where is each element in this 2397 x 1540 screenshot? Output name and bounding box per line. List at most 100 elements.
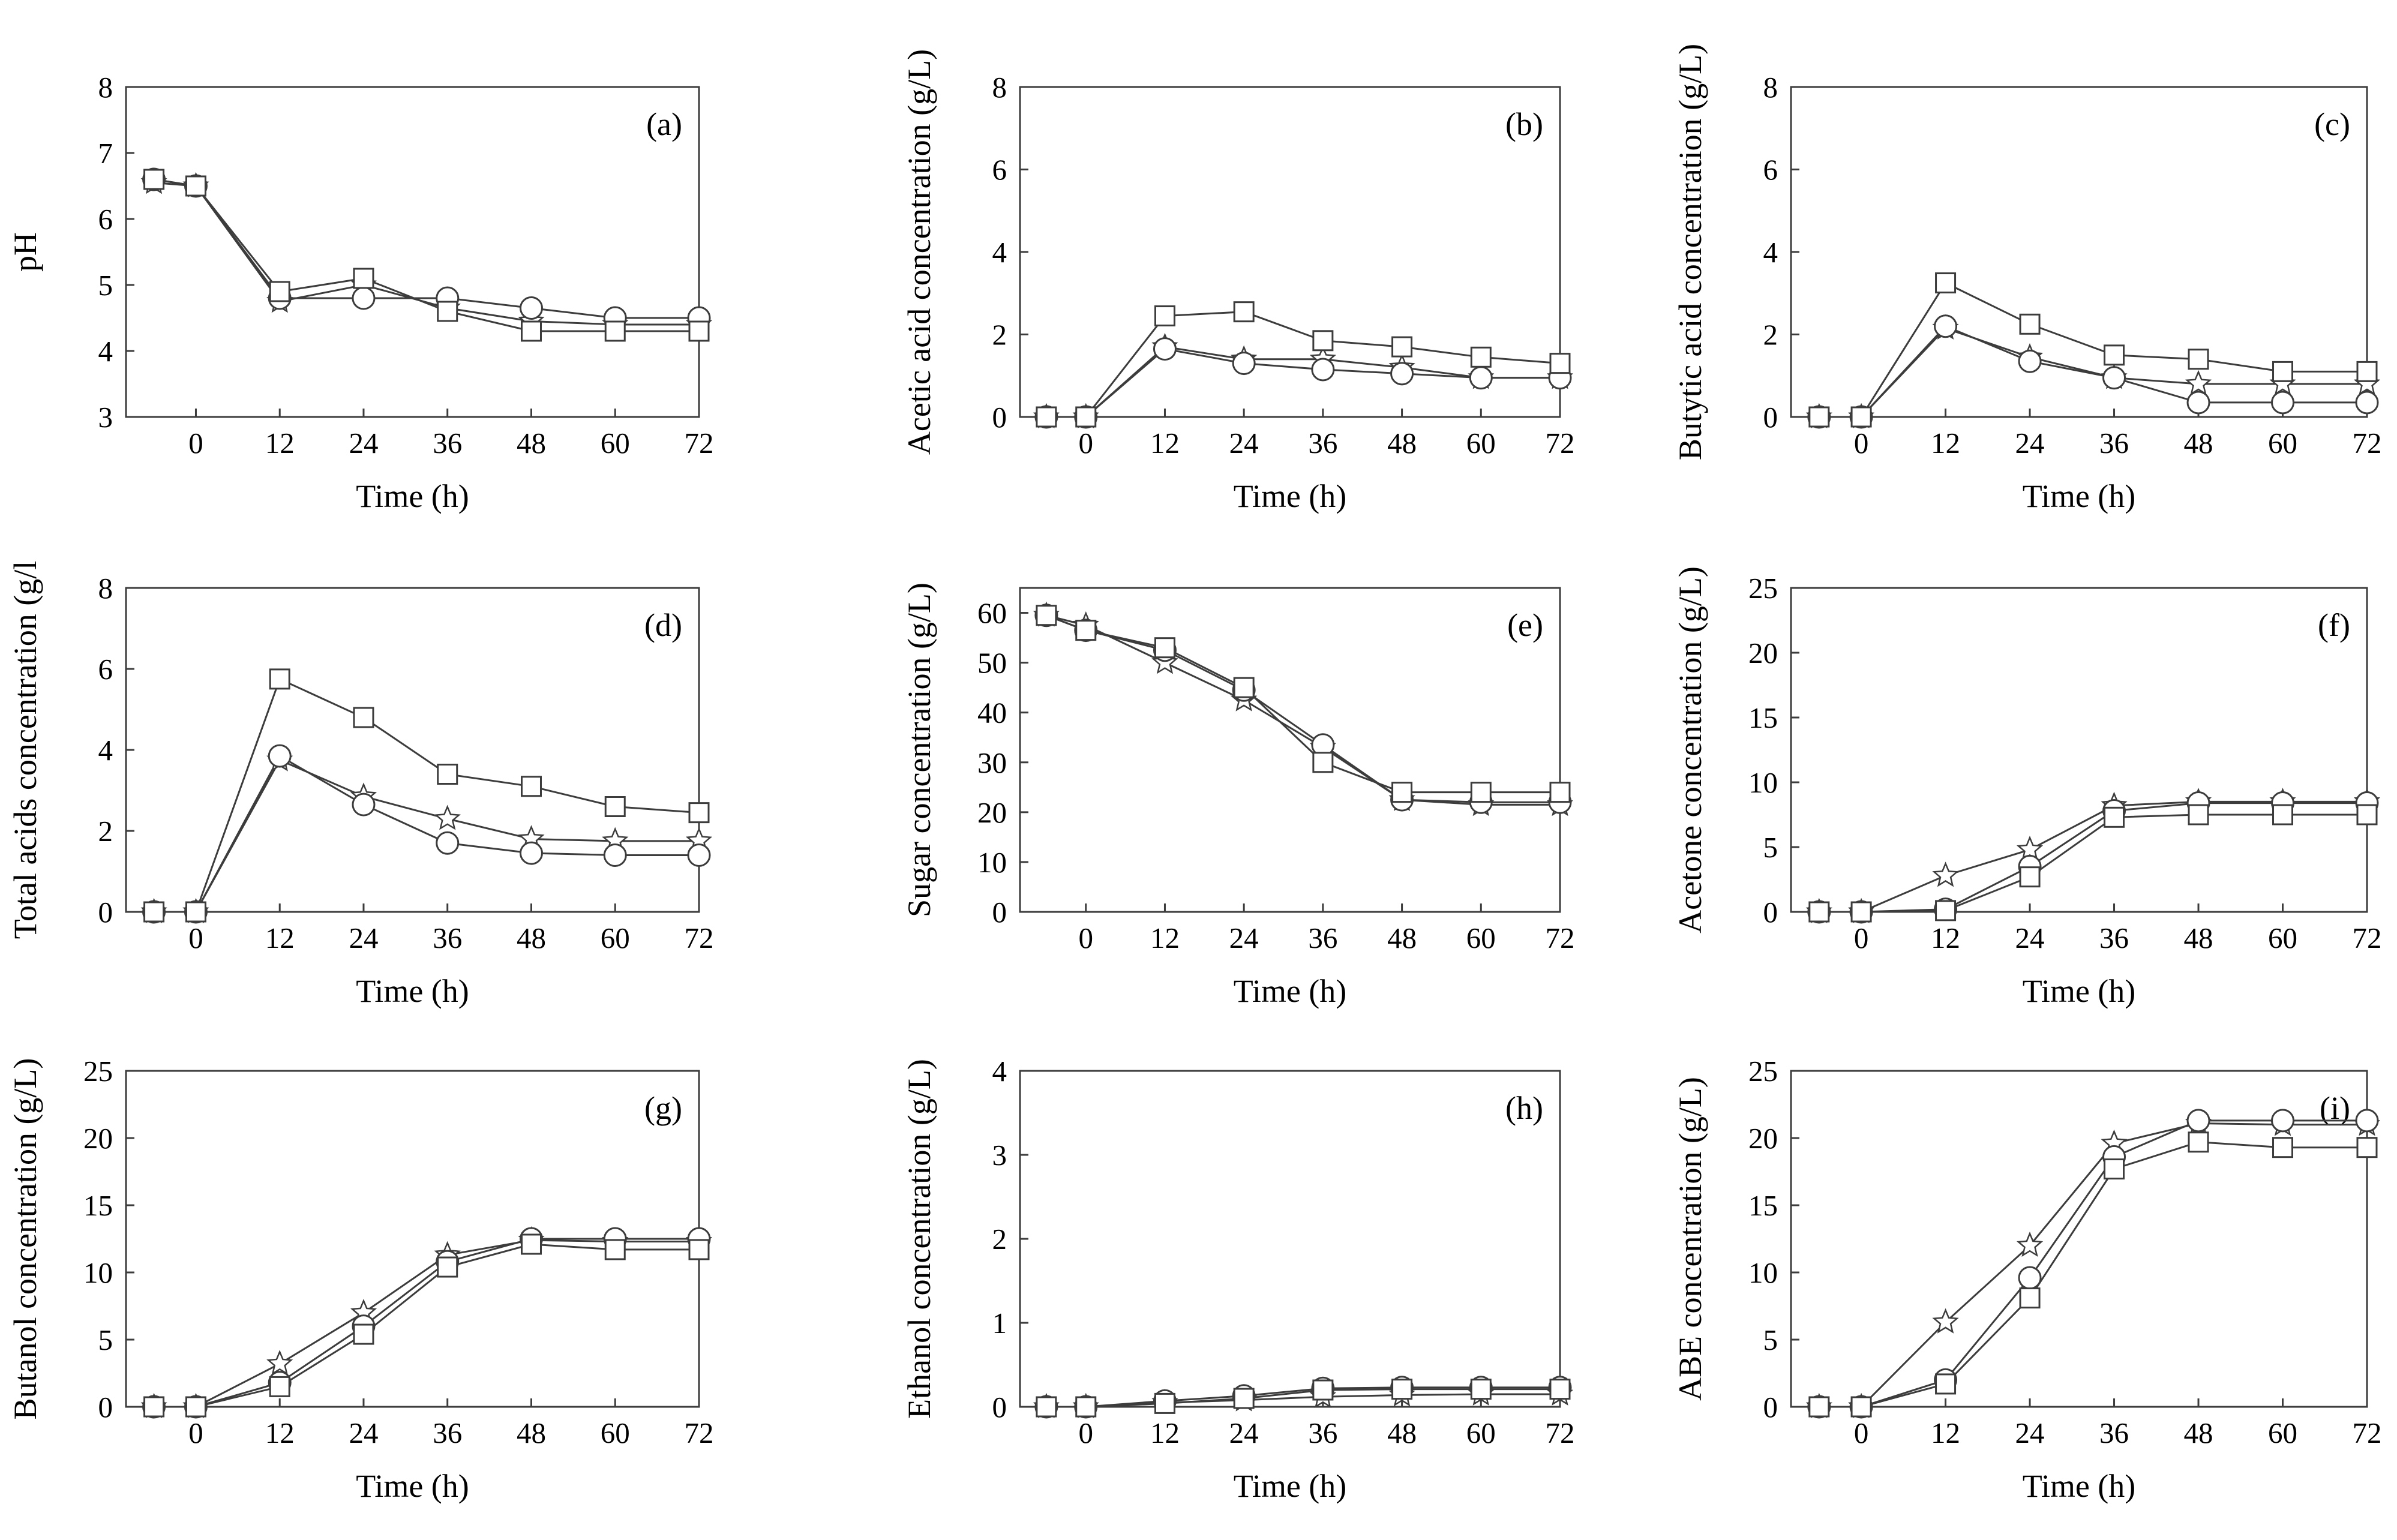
y-tick-label: 4 [98, 335, 113, 368]
y-tick-label: 8 [1763, 71, 1778, 104]
y-tick-label: 15 [83, 1189, 113, 1222]
circle-point [1390, 362, 1414, 386]
series-line-circle [154, 1238, 699, 1408]
series-line-circle [1819, 325, 2367, 418]
square-point [1036, 1396, 1057, 1418]
y-tick-label: 7 [98, 137, 113, 170]
series-line-square [154, 1243, 699, 1408]
square-point [1233, 1388, 1255, 1409]
series-line-square [1819, 1141, 2367, 1408]
x-tick-label: 24 [1229, 427, 1259, 460]
square-point [2188, 349, 2209, 370]
square-point [1154, 305, 1175, 327]
x-tick-label: 0 [1079, 427, 1094, 460]
x-tick-label: 0 [1854, 1416, 1869, 1449]
y-tick-label: 6 [1763, 154, 1778, 187]
x-tick-label: 72 [685, 1416, 714, 1449]
y-tick-label: 5 [1763, 1323, 1778, 1356]
panel-label: (b) [1505, 106, 1543, 142]
square-point [1470, 1379, 1492, 1400]
x-tick-label: 0 [188, 427, 203, 460]
circle-point [2102, 366, 2126, 390]
square-point [1312, 330, 1334, 352]
star-point [434, 804, 461, 830]
square-point [1233, 677, 1255, 698]
circle-point [603, 843, 627, 867]
x-tick-label: 0 [1854, 427, 1869, 460]
x-tick-label: 36 [433, 427, 462, 460]
y-tick-label: 3 [98, 401, 113, 434]
x-tick-label: 0 [1079, 1416, 1094, 1449]
x-tick-label: 48 [1387, 427, 1417, 460]
x-tick-label: 36 [2099, 921, 2129, 954]
square-point [2272, 1137, 2294, 1158]
x-axis-label: Time (h) [356, 973, 469, 1009]
series-line-square [1046, 311, 1561, 418]
panel-label: (h) [1505, 1090, 1543, 1126]
square-point [269, 668, 290, 690]
x-tick-label: 12 [1931, 427, 1960, 460]
series-line-star [1819, 800, 2367, 913]
square-point [604, 320, 626, 342]
x-tick-label: 0 [1079, 921, 1094, 954]
y-tick-label: 6 [98, 203, 113, 236]
y-axis-label: Butanol concentration (g/L) [7, 1058, 43, 1420]
x-tick-label: 24 [2015, 427, 2045, 460]
x-axis-label: Time (h) [356, 1468, 469, 1504]
y-axis-label: Acetic acid concentration (g/L) [901, 49, 937, 455]
square-point [269, 1376, 290, 1397]
x-tick-label: 60 [601, 921, 630, 954]
circle-point [1232, 352, 1256, 376]
panel-label: (c) [2314, 106, 2350, 142]
y-tick-label: 4 [98, 734, 113, 767]
x-tick-label: 48 [517, 921, 546, 954]
x-axis-label: Time (h) [356, 478, 469, 514]
square-point [2104, 806, 2125, 828]
x-tick-label: 36 [1308, 921, 1337, 954]
y-tick-label: 4 [992, 236, 1007, 269]
y-axis-label: Ethanol concentration (g/L) [901, 1059, 937, 1419]
square-point [688, 802, 710, 824]
chart-panel-7: 0 5 10 15 20 25 0 12 24 36 48 60 72 Time (h) Butanol c… [7, 1055, 714, 1504]
x-tick-label: 24 [349, 921, 378, 954]
square-point [2356, 361, 2378, 382]
square-point [520, 776, 542, 797]
y-tick-label: 15 [1748, 701, 1778, 734]
x-tick-label: 60 [1466, 921, 1496, 954]
x-tick-label: 0 [188, 1416, 203, 1449]
circle-point [268, 744, 292, 768]
circle-point [1153, 337, 1177, 361]
x-tick-label: 24 [2015, 921, 2045, 954]
square-point [185, 175, 206, 197]
series-line-star [1819, 1122, 2367, 1408]
x-tick-label: 36 [1308, 1416, 1337, 1449]
y-tick-label: 0 [98, 896, 113, 929]
y-tick-label: 60 [977, 597, 1007, 630]
plot-frame [1019, 1070, 1561, 1408]
square-point [143, 901, 165, 923]
x-tick-label: 48 [517, 427, 546, 460]
y-tick-label: 10 [83, 1256, 113, 1289]
circle-point [519, 841, 543, 865]
circle-point [2355, 1109, 2379, 1133]
square-point [1470, 782, 1492, 803]
square-point [1233, 301, 1255, 323]
y-tick-label: 5 [1763, 831, 1778, 864]
panel-label: (f) [2318, 607, 2350, 643]
y-axis-label: pH [7, 232, 43, 272]
y-tick-label: 15 [1748, 1189, 1778, 1222]
y-tick-label: 25 [1748, 1055, 1778, 1088]
x-axis-label: Time (h) [1234, 973, 1347, 1009]
y-tick-label: 8 [992, 71, 1007, 104]
x-tick-label: 24 [2015, 1416, 2045, 1449]
x-tick-label: 60 [1466, 1416, 1496, 1449]
star-point [1932, 861, 1959, 887]
x-tick-label: 48 [2184, 921, 2213, 954]
x-tick-label: 72 [2353, 1416, 2382, 1449]
x-tick-label: 72 [1546, 921, 1575, 954]
x-tick-label: 72 [1546, 1416, 1575, 1449]
square-point [1391, 782, 1413, 803]
